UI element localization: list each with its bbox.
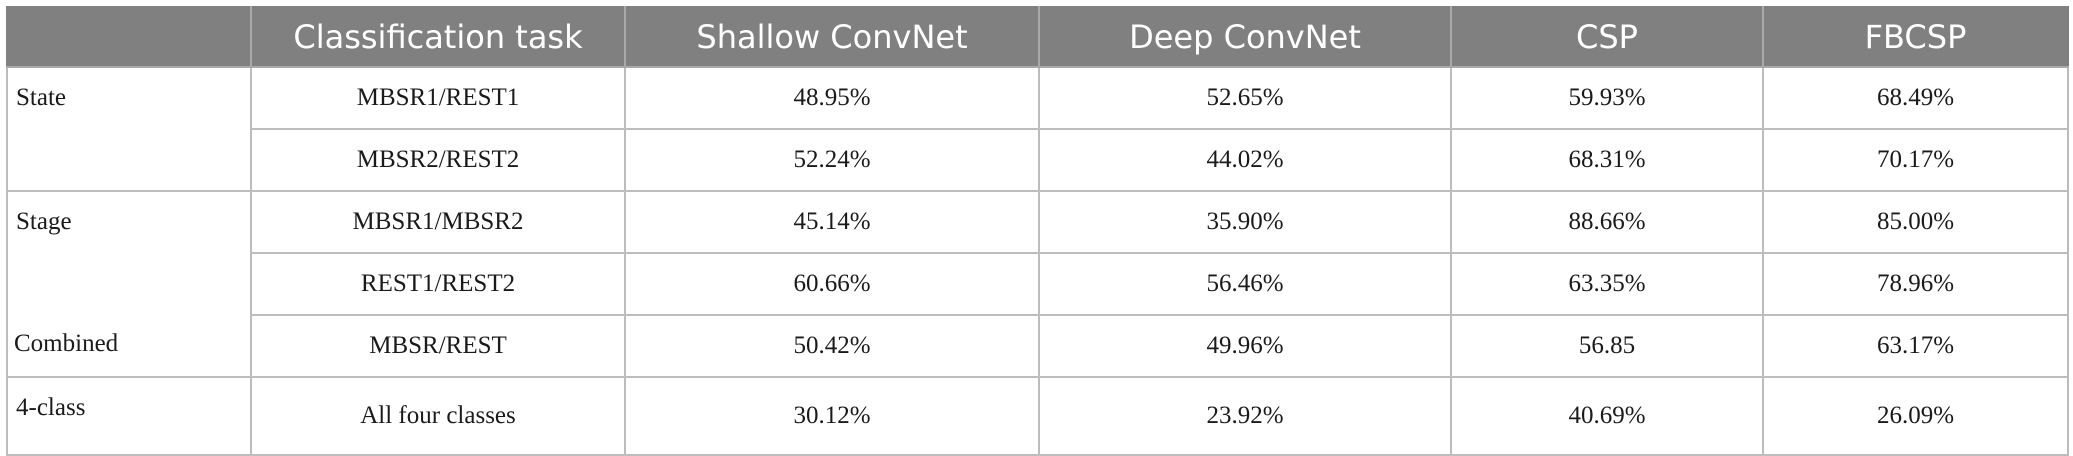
deep-cell: 35.90%: [1038, 190, 1452, 253]
task-cell: All four classes: [250, 376, 626, 456]
csp-cell: 63.35%: [1450, 252, 1764, 315]
header-shallow-convnet: Shallow ConvNet: [624, 6, 1040, 68]
group-label-stage: Stage: [6, 190, 252, 377]
table-row: REST1/REST2 60.66% 56.46% 63.35% 78.96%: [7, 252, 2069, 315]
header-group: [6, 6, 252, 68]
table-row: MBSR/REST 50.42% 49.96% 56.85 63.17%: [7, 314, 2069, 377]
header-csp: CSP: [1450, 6, 1764, 68]
table-row: Stage MBSR1/MBSR2 45.14% 35.90% 88.66% 8…: [6, 190, 2069, 377]
header-deep-convnet: Deep ConvNet: [1038, 6, 1452, 68]
deep-cell: 56.46%: [1038, 252, 1452, 315]
shallow-cell: 50.42%: [624, 314, 1040, 377]
group-label-state: State: [6, 66, 252, 191]
shallow-cell: 30.12%: [624, 376, 1040, 456]
task-cell: MBSR2/REST2: [250, 128, 626, 191]
results-table-container: Classification task Shallow ConvNet Deep…: [6, 6, 2069, 456]
shallow-cell: 60.66%: [624, 252, 1040, 315]
header-classification-task: Classification task: [250, 6, 626, 68]
group-label-stage-text: Stage: [16, 208, 72, 235]
shallow-cell: 48.95%: [624, 66, 1040, 129]
table-row: State MBSR1/REST1 48.95% 52.65% 59.93% 6…: [6, 66, 2069, 191]
header-fbcsp: FBCSP: [1762, 6, 2069, 68]
fbcsp-cell: 68.49%: [1762, 66, 2069, 129]
fbcsp-cell: 26.09%: [1762, 376, 2069, 456]
csp-cell: 88.66%: [1450, 190, 1764, 253]
task-cell: REST1/REST2: [250, 252, 626, 315]
header-row: Classification task Shallow ConvNet Deep…: [6, 6, 2069, 68]
group-label-combined: Combined: [14, 330, 119, 357]
csp-cell: 56.85: [1450, 314, 1764, 377]
classification-results-table: Classification task Shallow ConvNet Deep…: [6, 6, 2069, 456]
task-cell: MBSR1/REST1: [250, 66, 626, 129]
table-row: MBSR2/REST2 52.24% 44.02% 68.31% 70.17%: [7, 128, 2069, 191]
fbcsp-cell: 70.17%: [1762, 128, 2069, 191]
fbcsp-cell: 63.17%: [1762, 314, 2069, 377]
csp-cell: 59.93%: [1450, 66, 1764, 129]
table-row: 4-class All four classes 30.12% 23.92% 4…: [6, 376, 2069, 456]
deep-cell: 44.02%: [1038, 128, 1452, 191]
csp-cell: 40.69%: [1450, 376, 1764, 456]
group-label-4-class: 4-class: [6, 376, 252, 456]
deep-cell: 23.92%: [1038, 376, 1452, 456]
deep-cell: 52.65%: [1038, 66, 1452, 129]
fbcsp-cell: 78.96%: [1762, 252, 2069, 315]
task-cell: MBSR/REST: [250, 314, 626, 377]
shallow-cell: 45.14%: [624, 190, 1040, 253]
csp-cell: 68.31%: [1450, 128, 1764, 191]
fbcsp-cell: 85.00%: [1762, 190, 2069, 253]
deep-cell: 49.96%: [1038, 314, 1452, 377]
task-cell: MBSR1/MBSR2: [250, 190, 626, 253]
shallow-cell: 52.24%: [624, 128, 1040, 191]
